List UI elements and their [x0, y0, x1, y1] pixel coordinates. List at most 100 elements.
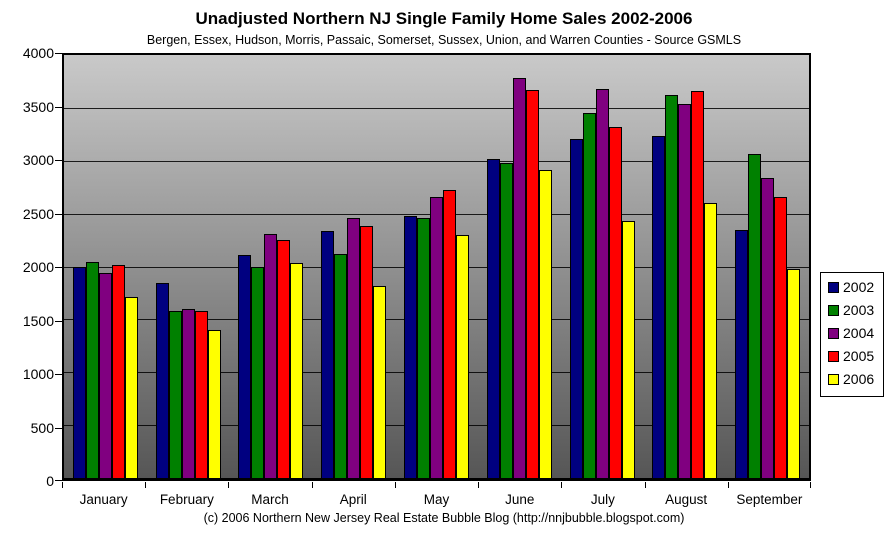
bar-august-2004: [678, 103, 692, 478]
bar-september-2004: [761, 177, 775, 478]
legend-swatch-2005: [828, 350, 839, 362]
y-tick-label-1000: 1000: [22, 366, 54, 382]
bar-group-july: [561, 55, 644, 478]
bar-group-january: [64, 55, 147, 478]
x-tick-label-april: April: [339, 492, 367, 507]
x-tick-label-january: January: [79, 492, 128, 507]
bar-april-2005: [360, 226, 374, 478]
x-tick-mark: [810, 482, 811, 488]
bar-january-2003: [85, 262, 99, 478]
y-tick-mark: [55, 320, 62, 322]
x-tick-label-february: February: [159, 492, 214, 507]
y-tick-mark: [55, 427, 62, 429]
x-tick-label-july: July: [590, 492, 615, 507]
chart-subtitle: Bergen, Essex, Hudson, Morris, Passaic, …: [146, 33, 742, 47]
bar-group-february: [147, 55, 230, 478]
bar-july-2002: [569, 138, 583, 478]
x-tick-label-may: May: [423, 492, 450, 507]
x-tick-mark: [311, 482, 313, 488]
bar-september-2003: [748, 154, 762, 478]
x-tick-mark: [727, 482, 729, 488]
x-tick-mark: [228, 482, 230, 488]
y-tick-label-500: 500: [30, 419, 54, 436]
bar-june-2002: [486, 158, 500, 478]
legend-label-2003: 2003: [843, 302, 875, 318]
bar-april-2006: [373, 285, 387, 478]
plot-area: [62, 53, 811, 481]
bar-group-march: [230, 55, 313, 478]
legend-swatch-2006: [828, 373, 839, 385]
x-tick-label-june: June: [505, 492, 535, 507]
bar-june-2006: [538, 170, 552, 478]
bar-september-2006: [787, 268, 801, 478]
legend-item-2002: 2002: [828, 279, 883, 295]
y-tick-label-2500: 2500: [22, 205, 54, 222]
bar-august-2002: [652, 136, 666, 478]
bar-august-2003: [665, 95, 679, 478]
bar-march-2002: [238, 254, 252, 478]
bar-group-september: [726, 55, 809, 478]
y-tick-mark: [55, 267, 62, 268]
legend-label-2005: 2005: [843, 348, 875, 364]
y-tick-label-3500: 3500: [22, 98, 54, 115]
gridline-3000: [64, 160, 809, 162]
x-tick-mark: [644, 482, 646, 488]
x-tick-mark: [561, 482, 563, 488]
x-tick-label-march: March: [251, 492, 289, 507]
gridline-3500: [64, 107, 809, 109]
legend-item-2006: 2006: [828, 371, 883, 387]
bar-july-2006: [621, 221, 635, 478]
bar-february-2006: [207, 329, 221, 478]
bar-may-2003: [416, 217, 430, 478]
y-tick-mark: [55, 213, 62, 215]
bar-february-2004: [181, 308, 195, 478]
bar-group-june: [478, 55, 561, 478]
bar-march-2003: [251, 266, 265, 478]
y-tick-mark: [55, 106, 62, 108]
bar-may-2002: [403, 215, 417, 478]
bar-february-2003: [168, 310, 182, 478]
y-tick-label-0: 0: [46, 473, 54, 489]
legend-swatch-2003: [828, 304, 839, 316]
y-tick-label-4000: 4000: [22, 45, 54, 61]
bar-february-2005: [194, 310, 208, 478]
y-tick-label-1500: 1500: [22, 312, 54, 329]
bar-january-2005: [111, 265, 125, 478]
bar-march-2004: [264, 233, 278, 478]
y-tick-label-3000: 3000: [22, 152, 54, 168]
x-tick-mark: [478, 482, 480, 488]
y-tick-mark: [55, 160, 62, 161]
bar-may-2005: [442, 190, 456, 478]
bar-july-2004: [595, 88, 609, 478]
bar-group-may: [395, 55, 478, 478]
bar-january-2002: [72, 266, 86, 478]
y-tick-mark: [55, 53, 62, 54]
bar-group-august: [643, 55, 726, 478]
bar-july-2003: [582, 113, 596, 478]
bar-may-2004: [429, 196, 443, 478]
bar-february-2002: [155, 283, 169, 478]
x-tick-label-september: September: [736, 492, 803, 507]
bar-april-2004: [347, 217, 361, 478]
legend: 2002 2003 2004 2005 2006: [820, 272, 884, 397]
bar-july-2005: [608, 126, 622, 478]
bar-september-2005: [774, 196, 788, 478]
bar-august-2006: [704, 203, 718, 478]
bar-march-2006: [290, 263, 304, 478]
bar-may-2006: [455, 234, 469, 478]
bar-september-2002: [735, 229, 749, 478]
legend-label-2004: 2004: [843, 325, 875, 341]
bar-january-2006: [124, 297, 138, 478]
bar-january-2004: [98, 272, 112, 478]
legend-label-2002: 2002: [843, 279, 875, 295]
x-tick-label-august: August: [665, 492, 708, 507]
bar-june-2005: [525, 89, 539, 478]
bar-june-2004: [512, 78, 526, 478]
bar-june-2003: [499, 162, 513, 478]
footer-credit: (c) 2006 Northern New Jersey Real Estate…: [203, 511, 685, 525]
legend-swatch-2002: [828, 281, 839, 293]
x-tick-mark: [62, 482, 63, 488]
bar-april-2003: [334, 253, 348, 478]
legend-item-2003: 2003: [828, 302, 883, 318]
